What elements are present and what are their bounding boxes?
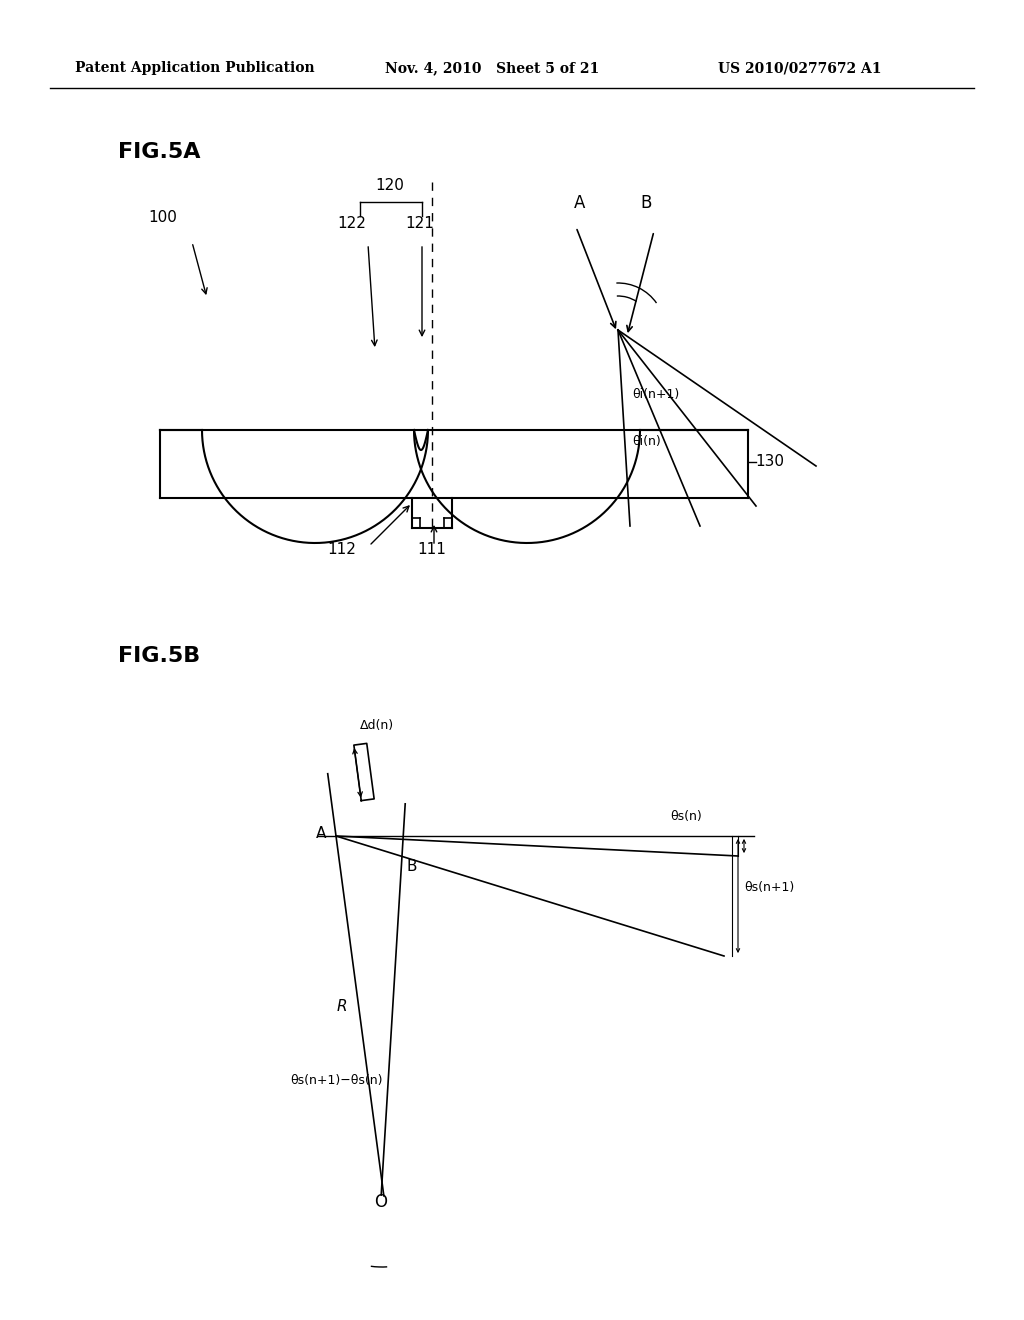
Text: R: R [337,999,347,1014]
Text: FIG.5A: FIG.5A [118,143,201,162]
Text: FIG.5B: FIG.5B [118,645,201,667]
Text: 121: 121 [406,216,434,231]
Text: Nov. 4, 2010   Sheet 5 of 21: Nov. 4, 2010 Sheet 5 of 21 [385,61,599,75]
Text: US 2010/0277672 A1: US 2010/0277672 A1 [718,61,882,75]
Text: 130: 130 [755,454,784,470]
Text: Δd(n): Δd(n) [359,719,394,733]
Text: B: B [407,859,418,874]
Text: 120: 120 [376,178,404,193]
Text: θs(n+1)−θs(n): θs(n+1)−θs(n) [290,1074,383,1086]
Text: O: O [374,1193,387,1210]
Text: A: A [316,826,327,841]
Text: B: B [640,194,651,213]
Text: Patent Application Publication: Patent Application Publication [75,61,314,75]
Text: θi(n): θi(n) [632,436,660,447]
Text: 100: 100 [148,210,177,224]
Text: θs(n+1): θs(n+1) [744,880,795,894]
Text: θi(n+1): θi(n+1) [632,388,679,401]
Text: A: A [574,194,586,213]
Text: 122: 122 [338,216,367,231]
Text: 112: 112 [328,543,356,557]
Text: 111: 111 [418,543,446,557]
Text: θs(n): θs(n) [670,810,701,822]
